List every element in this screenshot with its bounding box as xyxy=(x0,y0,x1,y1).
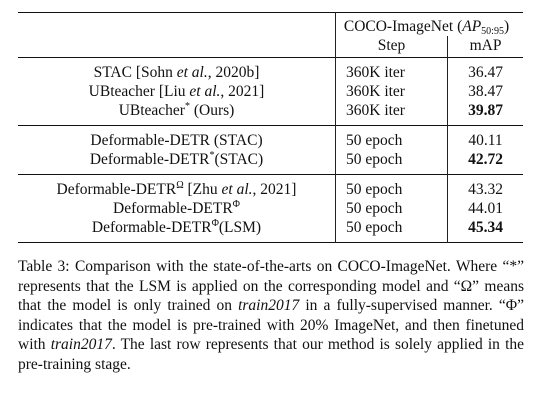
method-cell: UBteacher* (Ours) xyxy=(18,101,336,126)
method-cell: Deformable-DETR (STAC) xyxy=(18,125,336,150)
map-cell-best: 42.72 xyxy=(468,151,503,168)
map-cell: 40.11 xyxy=(468,132,503,149)
table-row: Deformable-DETR (STAC) 50 epoch 40.11 xyxy=(18,125,523,150)
header-metric-sub: 50:95 xyxy=(481,26,504,37)
method-text: Deformable-DETR xyxy=(91,219,212,236)
method-text: , 2020b] xyxy=(207,64,260,81)
method-text: , 2021] xyxy=(252,181,297,198)
header-metric-symbol: AP xyxy=(462,18,482,35)
header-dataset-label: COCO-ImageNet ( xyxy=(343,18,463,35)
method-text: (LSM) xyxy=(218,219,262,236)
table-header-row: COCO-ImageNet (AP50:95) xyxy=(18,12,524,37)
method-text: Deformable-DETR (STAC) xyxy=(90,132,263,149)
table-row: Deformable-DETRΦ(LSM) 50 epoch 45.34 xyxy=(18,218,523,243)
method-cell: UBteacher [Liu et al., 2021] xyxy=(18,82,336,101)
method-text: UBteacher [Liu xyxy=(88,83,190,100)
method-text: STAC [Sohn xyxy=(93,64,177,81)
step-cell: 360K iter xyxy=(335,101,448,126)
method-cell: Deformable-DETRΦ(LSM) xyxy=(18,218,336,243)
header-dataset-cell: COCO-ImageNet (AP50:95) xyxy=(336,13,524,37)
method-text: Deformable-DETR xyxy=(89,151,210,168)
caption-italic-term: train2017 xyxy=(50,336,112,353)
table-row: UBteacher [Liu et al., 2021] 360K iter 3… xyxy=(18,82,523,101)
step-cell: 50 epoch xyxy=(335,125,448,150)
subheader-method-cell xyxy=(18,36,336,58)
table-caption: Table 3: Comparison with the state-of-th… xyxy=(18,257,524,374)
header-dataset-close: ) xyxy=(503,18,510,35)
method-text: (STAC) xyxy=(214,151,264,168)
caption-italic-term: train2017 xyxy=(238,297,300,314)
method-cell: Deformable-DETRΩ [Zhu et al., 2021] xyxy=(18,174,336,199)
table-row: Deformable-DETRΩ [Zhu et al., 2021] 50 e… xyxy=(18,174,523,199)
method-superscript: * xyxy=(209,150,215,161)
map-cell-best: 39.87 xyxy=(468,102,503,119)
method-superscript: Ω xyxy=(176,180,184,191)
map-cell: 43.32 xyxy=(468,181,503,198)
method-text-italic: et al. xyxy=(176,64,208,81)
method-text: [Zhu xyxy=(183,181,222,198)
step-cell: 360K iter xyxy=(335,57,448,82)
method-cell: STAC [Sohn et al., 2020b] xyxy=(18,57,336,82)
table-row: Deformable-DETR*(STAC) 50 epoch 42.72 xyxy=(18,150,523,175)
method-superscript: Φ xyxy=(211,218,219,229)
table-row: STAC [Sohn et al., 2020b] 360K iter 36.4… xyxy=(18,57,523,82)
results-table: COCO-ImageNet (AP50:95) Step mAP STAC [S… xyxy=(18,12,523,243)
method-text-italic: et al. xyxy=(221,181,253,198)
method-superscript: * xyxy=(184,101,190,112)
method-superscript: Φ xyxy=(232,199,240,210)
caption-text: Table 3: Comparison with the state-of-th… xyxy=(18,258,524,314)
header-step: Step xyxy=(335,36,448,58)
map-cell: 38.47 xyxy=(468,83,503,100)
header-method-cell xyxy=(18,12,336,36)
caption-text: . The last row represents that our metho… xyxy=(18,336,525,373)
method-cell: Deformable-DETR*(STAC) xyxy=(18,150,336,175)
method-text-italic: et al. xyxy=(189,83,221,100)
method-text: (Ours) xyxy=(189,102,235,119)
step-cell: 50 epoch xyxy=(335,150,448,175)
map-cell-best: 45.34 xyxy=(468,219,503,236)
table-subheader-row: Step mAP xyxy=(18,36,523,58)
method-text: Deformable-DETR xyxy=(113,200,233,217)
step-cell: 50 epoch xyxy=(335,199,448,218)
method-text: Deformable-DETR xyxy=(56,181,177,198)
step-cell: 360K iter xyxy=(335,82,448,101)
map-cell: 44.01 xyxy=(468,200,503,217)
results-table-container: COCO-ImageNet (AP50:95) Step mAP STAC [S… xyxy=(18,12,523,243)
method-cell: Deformable-DETRΦ xyxy=(18,199,336,218)
header-map: mAP xyxy=(469,37,502,54)
table-row: UBteacher* (Ours) 360K iter 39.87 xyxy=(18,101,523,126)
caption-text: in a fully-supervised manner. “Φ” indica… xyxy=(18,297,524,353)
method-text: , 2021] xyxy=(220,83,265,100)
map-cell: 36.47 xyxy=(468,64,503,81)
method-text: UBteacher xyxy=(118,102,185,119)
table-row: Deformable-DETRΦ 50 epoch 44.01 xyxy=(18,199,523,218)
step-cell: 50 epoch xyxy=(335,218,448,243)
step-cell: 50 epoch xyxy=(335,174,448,199)
